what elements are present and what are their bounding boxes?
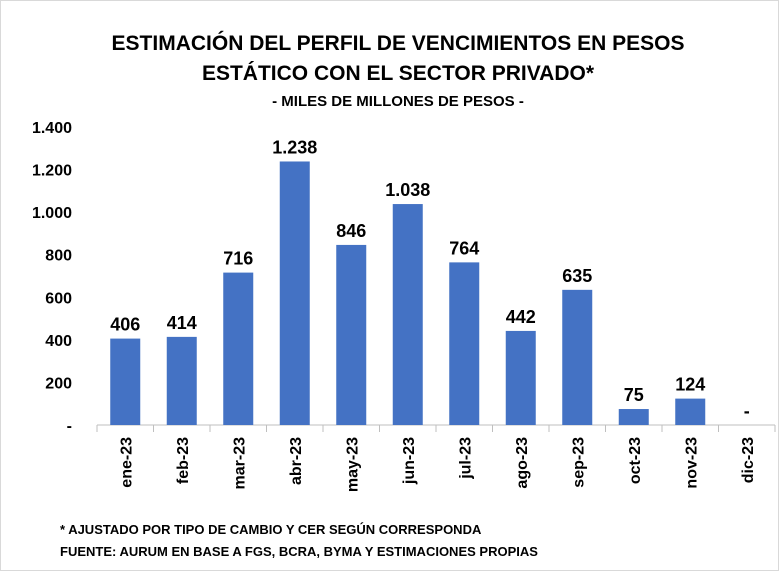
chart-title: ESTÁTICO CON EL SECTOR PRIVADO*: [202, 62, 595, 85]
x-tick-label: feb-23: [175, 437, 192, 484]
bar: [166, 336, 197, 425]
footnote: FUENTE: AURUM EN BASE A FGS, BCRA, BYMA …: [60, 544, 538, 559]
x-tick-label: jul-23: [457, 437, 474, 480]
bar: [223, 272, 254, 425]
y-tick-label: -: [67, 418, 72, 435]
value-label: 764: [449, 238, 479, 258]
bar: [505, 330, 536, 425]
x-tick-label: abr-23: [288, 437, 305, 485]
value-label: 414: [167, 313, 197, 333]
x-tick-label: sep-23: [570, 437, 587, 488]
x-tick-label: nov-23: [683, 437, 700, 489]
y-tick-label: 1.400: [32, 120, 72, 137]
chart-title: ESTIMACIÓN DEL PERFIL DE VENCIMIENTOS EN…: [112, 31, 685, 55]
bar: [449, 262, 480, 425]
x-tick-label: may-23: [344, 437, 361, 492]
bar: [110, 338, 141, 425]
x-tick-label: ago-23: [514, 437, 531, 489]
value-label: 635: [562, 266, 592, 286]
bar: [562, 289, 593, 425]
y-tick-label: 400: [45, 333, 72, 350]
footnote: * AJUSTADO POR TIPO DE CAMBIO Y CER SEGÚ…: [60, 522, 482, 537]
value-label: 716: [223, 249, 253, 269]
bar: [392, 204, 423, 425]
bar: [618, 409, 649, 425]
x-tick-label: mar-23: [231, 437, 248, 490]
value-label: 442: [506, 307, 536, 327]
value-label: 1.238: [272, 137, 317, 157]
y-tick-label: 1.200: [32, 163, 72, 180]
value-label: 75: [624, 385, 644, 405]
y-tick-label: 200: [45, 375, 72, 392]
value-label: 1.038: [385, 180, 430, 200]
x-tick-label: jun-23: [401, 437, 418, 485]
y-tick-label: 800: [45, 248, 72, 265]
x-tick-label: dic-23: [740, 437, 757, 483]
x-tick-label: ene-23: [118, 437, 135, 488]
y-tick-label: 1.000: [32, 205, 72, 222]
chart-subtitle: - MILES DE MILLONES DE PESOS -: [272, 93, 524, 110]
bar: [675, 398, 706, 425]
value-label: 124: [675, 375, 705, 395]
x-tick-label: oct-23: [627, 437, 644, 484]
bar: [336, 244, 367, 425]
value-label: 846: [336, 221, 366, 241]
bar: [279, 161, 310, 426]
y-tick-label: 600: [45, 290, 72, 307]
value-label: 406: [110, 315, 140, 335]
value-label: -: [744, 401, 750, 421]
